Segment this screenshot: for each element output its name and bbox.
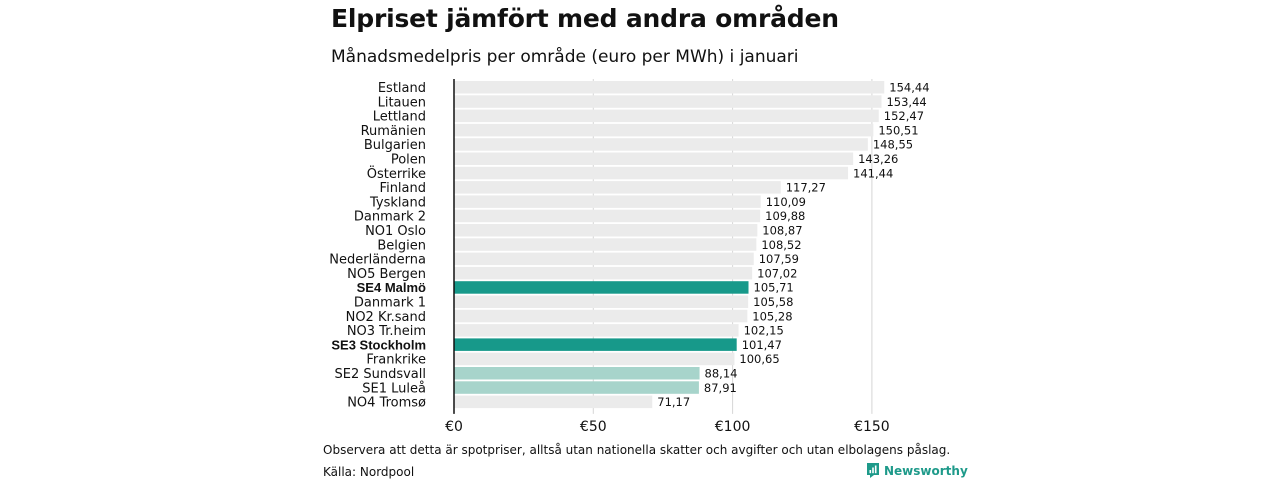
value-label-11: 108,52 xyxy=(761,238,801,252)
bar-10 xyxy=(454,224,758,237)
value-label-20: 88,14 xyxy=(705,367,738,381)
chart-subtitle: Månadsmedelpris per område (euro per MWh… xyxy=(331,47,799,67)
value-label-0: 154,44 xyxy=(889,81,929,95)
bar-1 xyxy=(454,95,882,108)
value-label-10: 108,87 xyxy=(762,224,802,238)
value-label-12: 107,59 xyxy=(759,252,799,266)
category-label-2: Lettland xyxy=(373,110,426,125)
category-label-12: Nederländerna xyxy=(329,253,426,268)
category-label-11: Belgien xyxy=(377,238,426,253)
category-label-7: Finland xyxy=(380,181,426,196)
bar-3 xyxy=(454,123,874,137)
bar-11 xyxy=(454,238,757,251)
value-label-19: 100,65 xyxy=(739,352,779,366)
value-label-17: 102,15 xyxy=(744,324,784,338)
bar-9 xyxy=(454,209,761,223)
brand-name: Newsworthy xyxy=(884,463,968,478)
value-label-1: 153,44 xyxy=(886,95,926,109)
category-label-16: NO2 Kr.sand xyxy=(346,310,426,325)
bar-14 xyxy=(454,281,749,294)
bar-20 xyxy=(454,367,700,380)
value-label-22: 71,17 xyxy=(657,395,690,409)
category-label-19: Frankrike xyxy=(366,353,426,368)
value-label-7: 117,27 xyxy=(786,181,826,195)
category-label-3: Rumänien xyxy=(361,124,426,139)
bar-19 xyxy=(454,352,735,366)
category-label-5: Polen xyxy=(391,153,426,168)
bar-12 xyxy=(454,252,754,266)
source-label: Källa: Nordpool xyxy=(323,465,415,479)
value-label-9: 109,88 xyxy=(765,209,805,223)
value-label-15: 105,58 xyxy=(753,295,793,309)
value-label-8: 110,09 xyxy=(766,195,806,209)
newsworthy-logo-icon xyxy=(867,463,879,478)
category-label-21: SE1 Luleå xyxy=(362,381,426,396)
value-label-6: 141,44 xyxy=(853,166,893,180)
bar-16 xyxy=(454,309,748,323)
category-label-10: NO1 Oslo xyxy=(365,224,426,239)
value-label-5: 143,26 xyxy=(858,152,898,166)
bar-chart: 154,44 Estland 153,44 Litauen 152,47 Lettland… xyxy=(329,79,930,435)
x-tick-label-50: €50 xyxy=(580,419,607,435)
category-label-6: Österrike xyxy=(367,165,426,182)
category-label-0: Estland xyxy=(378,81,426,96)
bar-2 xyxy=(454,109,879,123)
value-label-18: 101,47 xyxy=(742,338,782,352)
bar-5 xyxy=(454,152,854,165)
bar-18 xyxy=(454,338,737,351)
category-label-1: Litauen xyxy=(378,95,426,110)
bar-0 xyxy=(454,81,885,94)
chart-title: Elpriset jämfört med andra områden xyxy=(331,4,839,33)
bar-22 xyxy=(454,395,653,409)
bar-15 xyxy=(454,295,749,308)
category-label-14: SE4 Malmö xyxy=(357,280,426,295)
category-label-18: SE3 Stockholm xyxy=(331,337,426,352)
value-label-16: 105,28 xyxy=(752,309,792,323)
bar-6 xyxy=(454,166,849,180)
brand-logo: Newsworthy xyxy=(866,462,968,479)
category-label-20: SE2 Sundsvall xyxy=(334,367,426,382)
value-label-13: 107,02 xyxy=(757,266,797,280)
category-label-9: Danmark 2 xyxy=(354,210,426,225)
value-label-21: 87,91 xyxy=(704,381,737,395)
bar-21 xyxy=(454,381,699,394)
category-label-13: NO5 Bergen xyxy=(347,267,426,282)
x-tick-label-150: €150 xyxy=(854,419,890,435)
value-label-2: 152,47 xyxy=(884,109,924,123)
x-tick-label-100: €100 xyxy=(715,419,751,435)
category-label-17: NO3 Tr.heim xyxy=(347,324,426,339)
category-label-22: NO4 Tromsø xyxy=(347,396,426,411)
bar-4 xyxy=(454,138,868,151)
bar-13 xyxy=(454,266,753,280)
bar-8 xyxy=(454,195,761,208)
value-label-3: 150,51 xyxy=(878,123,918,137)
category-label-4: Bulgarien xyxy=(364,138,426,153)
value-label-14: 105,71 xyxy=(754,281,794,295)
x-tick-label-0: €0 xyxy=(445,419,463,435)
value-label-4: 148,55 xyxy=(873,138,913,152)
bar-7 xyxy=(454,181,781,194)
category-label-8: Tyskland xyxy=(369,195,426,210)
bar-17 xyxy=(454,324,739,337)
footnote: Observera att detta är spotpriser, allts… xyxy=(323,443,951,457)
category-label-15: Danmark 1 xyxy=(354,296,426,311)
